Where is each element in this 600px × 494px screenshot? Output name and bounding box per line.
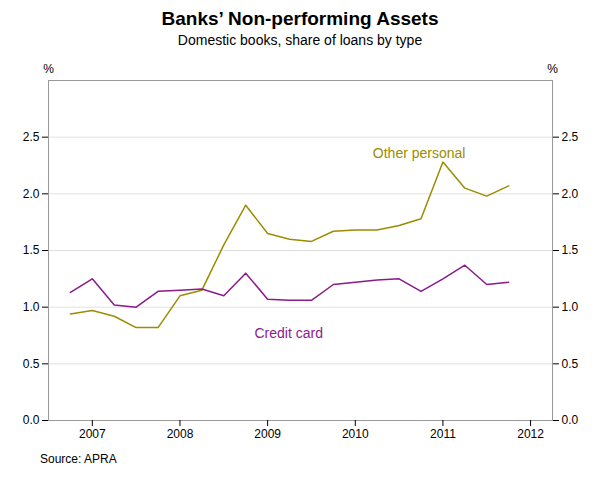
svg-text:2012: 2012 bbox=[517, 427, 544, 441]
svg-text:%: % bbox=[547, 62, 558, 76]
svg-text:%: % bbox=[43, 62, 54, 76]
svg-text:2008: 2008 bbox=[167, 427, 194, 441]
svg-text:2009: 2009 bbox=[254, 427, 281, 441]
svg-text:2.0: 2.0 bbox=[562, 187, 579, 201]
svg-text:0.0: 0.0 bbox=[23, 413, 40, 427]
svg-text:2007: 2007 bbox=[79, 427, 106, 441]
html-text:Source: APRA: Source: APRA bbox=[40, 452, 117, 466]
html-text:Domestic books, share of loans: Domestic books, share of loans by type bbox=[177, 32, 423, 48]
svg-text:1.0: 1.0 bbox=[23, 300, 40, 314]
svg-text:2.5: 2.5 bbox=[23, 130, 40, 144]
svg-text:0.5: 0.5 bbox=[23, 357, 40, 371]
svg-text:2010: 2010 bbox=[342, 427, 369, 441]
svg-text:Credit card: Credit card bbox=[254, 325, 322, 341]
svg-text:2011: 2011 bbox=[430, 427, 456, 441]
svg-text:2.5: 2.5 bbox=[562, 130, 579, 144]
svg-text:0.0: 0.0 bbox=[562, 413, 579, 427]
svg-text:Other personal: Other personal bbox=[373, 145, 466, 161]
svg-text:1.0: 1.0 bbox=[562, 300, 579, 314]
svg-text:1.5: 1.5 bbox=[23, 243, 40, 257]
svg-text:1.5: 1.5 bbox=[562, 243, 579, 257]
svg-text:2.0: 2.0 bbox=[23, 187, 40, 201]
html-text:Banks’ Non-performing Assets: Banks’ Non-performing Assets bbox=[161, 8, 439, 29]
svg-text:0.5: 0.5 bbox=[562, 357, 579, 371]
